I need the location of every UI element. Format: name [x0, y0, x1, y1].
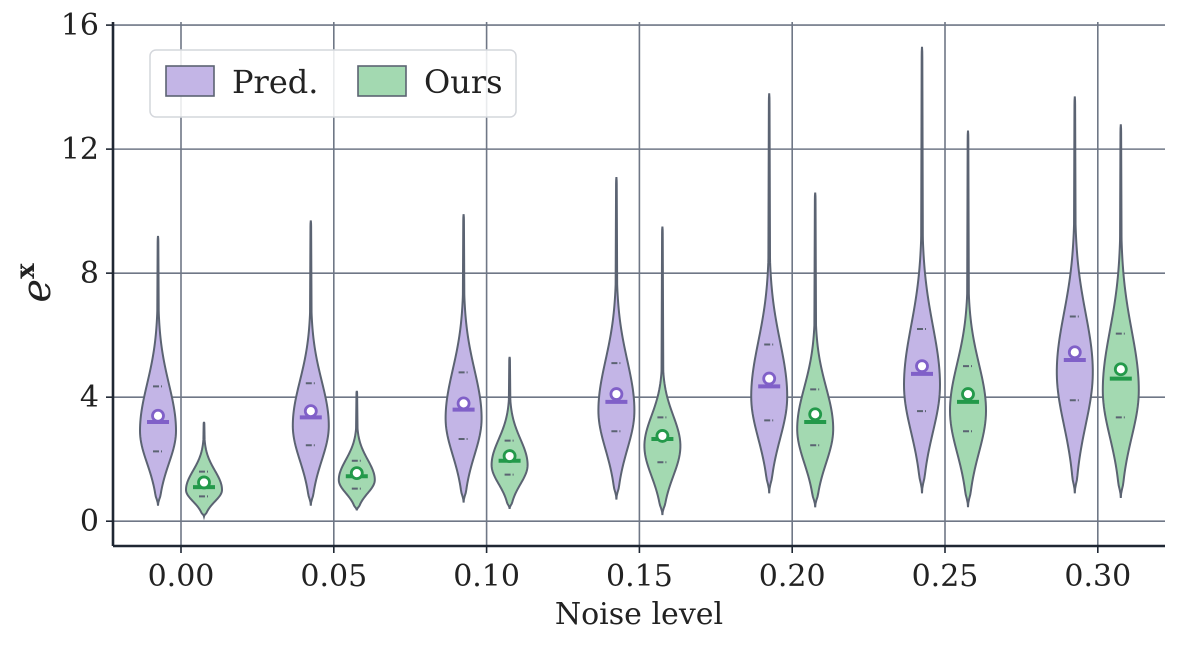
violin-body	[948, 130, 988, 508]
mean-marker	[915, 359, 929, 374]
violin-pred	[138, 235, 178, 506]
legend-swatch	[357, 65, 407, 97]
x-tick-label: 0.05	[300, 559, 367, 594]
violin-pred	[291, 220, 330, 506]
legend-frame	[149, 49, 517, 118]
violin-pred	[1055, 96, 1094, 494]
violin-body	[490, 356, 529, 509]
mean-marker	[197, 475, 211, 490]
violin-ours	[337, 390, 376, 511]
y-axis-title: ex	[11, 263, 60, 303]
mean-marker	[151, 408, 165, 423]
mean-marker	[762, 371, 777, 386]
violin-body	[750, 93, 789, 494]
mean-marker	[502, 449, 517, 463]
violin-pred	[597, 176, 636, 500]
violin-ours	[643, 226, 682, 516]
violin-ours	[490, 356, 529, 509]
violin-body	[1055, 96, 1094, 494]
x-tick-label: 0.25	[912, 559, 979, 594]
violin-body	[185, 421, 223, 521]
violin-pred	[902, 46, 942, 494]
violin-body	[1101, 124, 1140, 499]
violin-body	[138, 235, 178, 506]
legend-label: Ours	[424, 63, 503, 101]
mean-marker	[808, 407, 823, 422]
mean-marker	[1067, 345, 1082, 360]
y-tick-label: 16	[61, 8, 99, 43]
axes	[106, 22, 1165, 553]
x-tick-label: 0.15	[606, 559, 673, 594]
violin-body	[291, 220, 330, 506]
x-tick-label: 0.30	[1064, 559, 1131, 594]
violin-ours	[1101, 124, 1140, 499]
y-tick-label: 12	[61, 132, 99, 167]
violin-body	[796, 192, 835, 508]
mean-marker	[303, 404, 318, 419]
violin-pred	[750, 93, 789, 494]
violin-body	[643, 226, 682, 516]
x-axis-title: Noise level	[555, 597, 723, 632]
x-tick-label: 0.20	[759, 559, 826, 594]
violin-ours	[185, 421, 223, 521]
violin-body	[902, 46, 942, 494]
legend-box: Pred. Ours	[149, 49, 517, 118]
violin-body	[444, 214, 483, 503]
mean-marker	[456, 396, 471, 411]
y-tick-label: 4	[80, 380, 99, 415]
violin-body	[337, 390, 376, 511]
legend: Pred. Ours	[149, 49, 517, 118]
x-tick-label: 0.10	[453, 559, 520, 594]
y-axis-title-superscript: x	[11, 263, 41, 279]
y-tick-label: 8	[80, 256, 99, 291]
mean-marker	[1113, 362, 1128, 377]
mean-marker	[609, 387, 624, 401]
violin-pred	[444, 214, 483, 503]
violin-body	[597, 176, 636, 500]
mean-marker	[961, 387, 975, 401]
tick-labels: 0 4 8 12 16 0.00 0.05 0.10 0.15 0.20 0.25 0.30	[61, 8, 1131, 594]
violin-series	[138, 46, 1140, 521]
mean-marker	[349, 466, 364, 481]
mean-marker	[655, 429, 670, 443]
y-tick-label: 0	[80, 504, 99, 539]
violin-ours	[948, 130, 988, 508]
x-tick-label: 0.00	[148, 559, 215, 594]
y-axis-title-base: e	[14, 279, 60, 303]
legend-label: Pred.	[232, 63, 318, 101]
violin-ours	[796, 192, 835, 508]
legend-swatch	[165, 65, 215, 97]
